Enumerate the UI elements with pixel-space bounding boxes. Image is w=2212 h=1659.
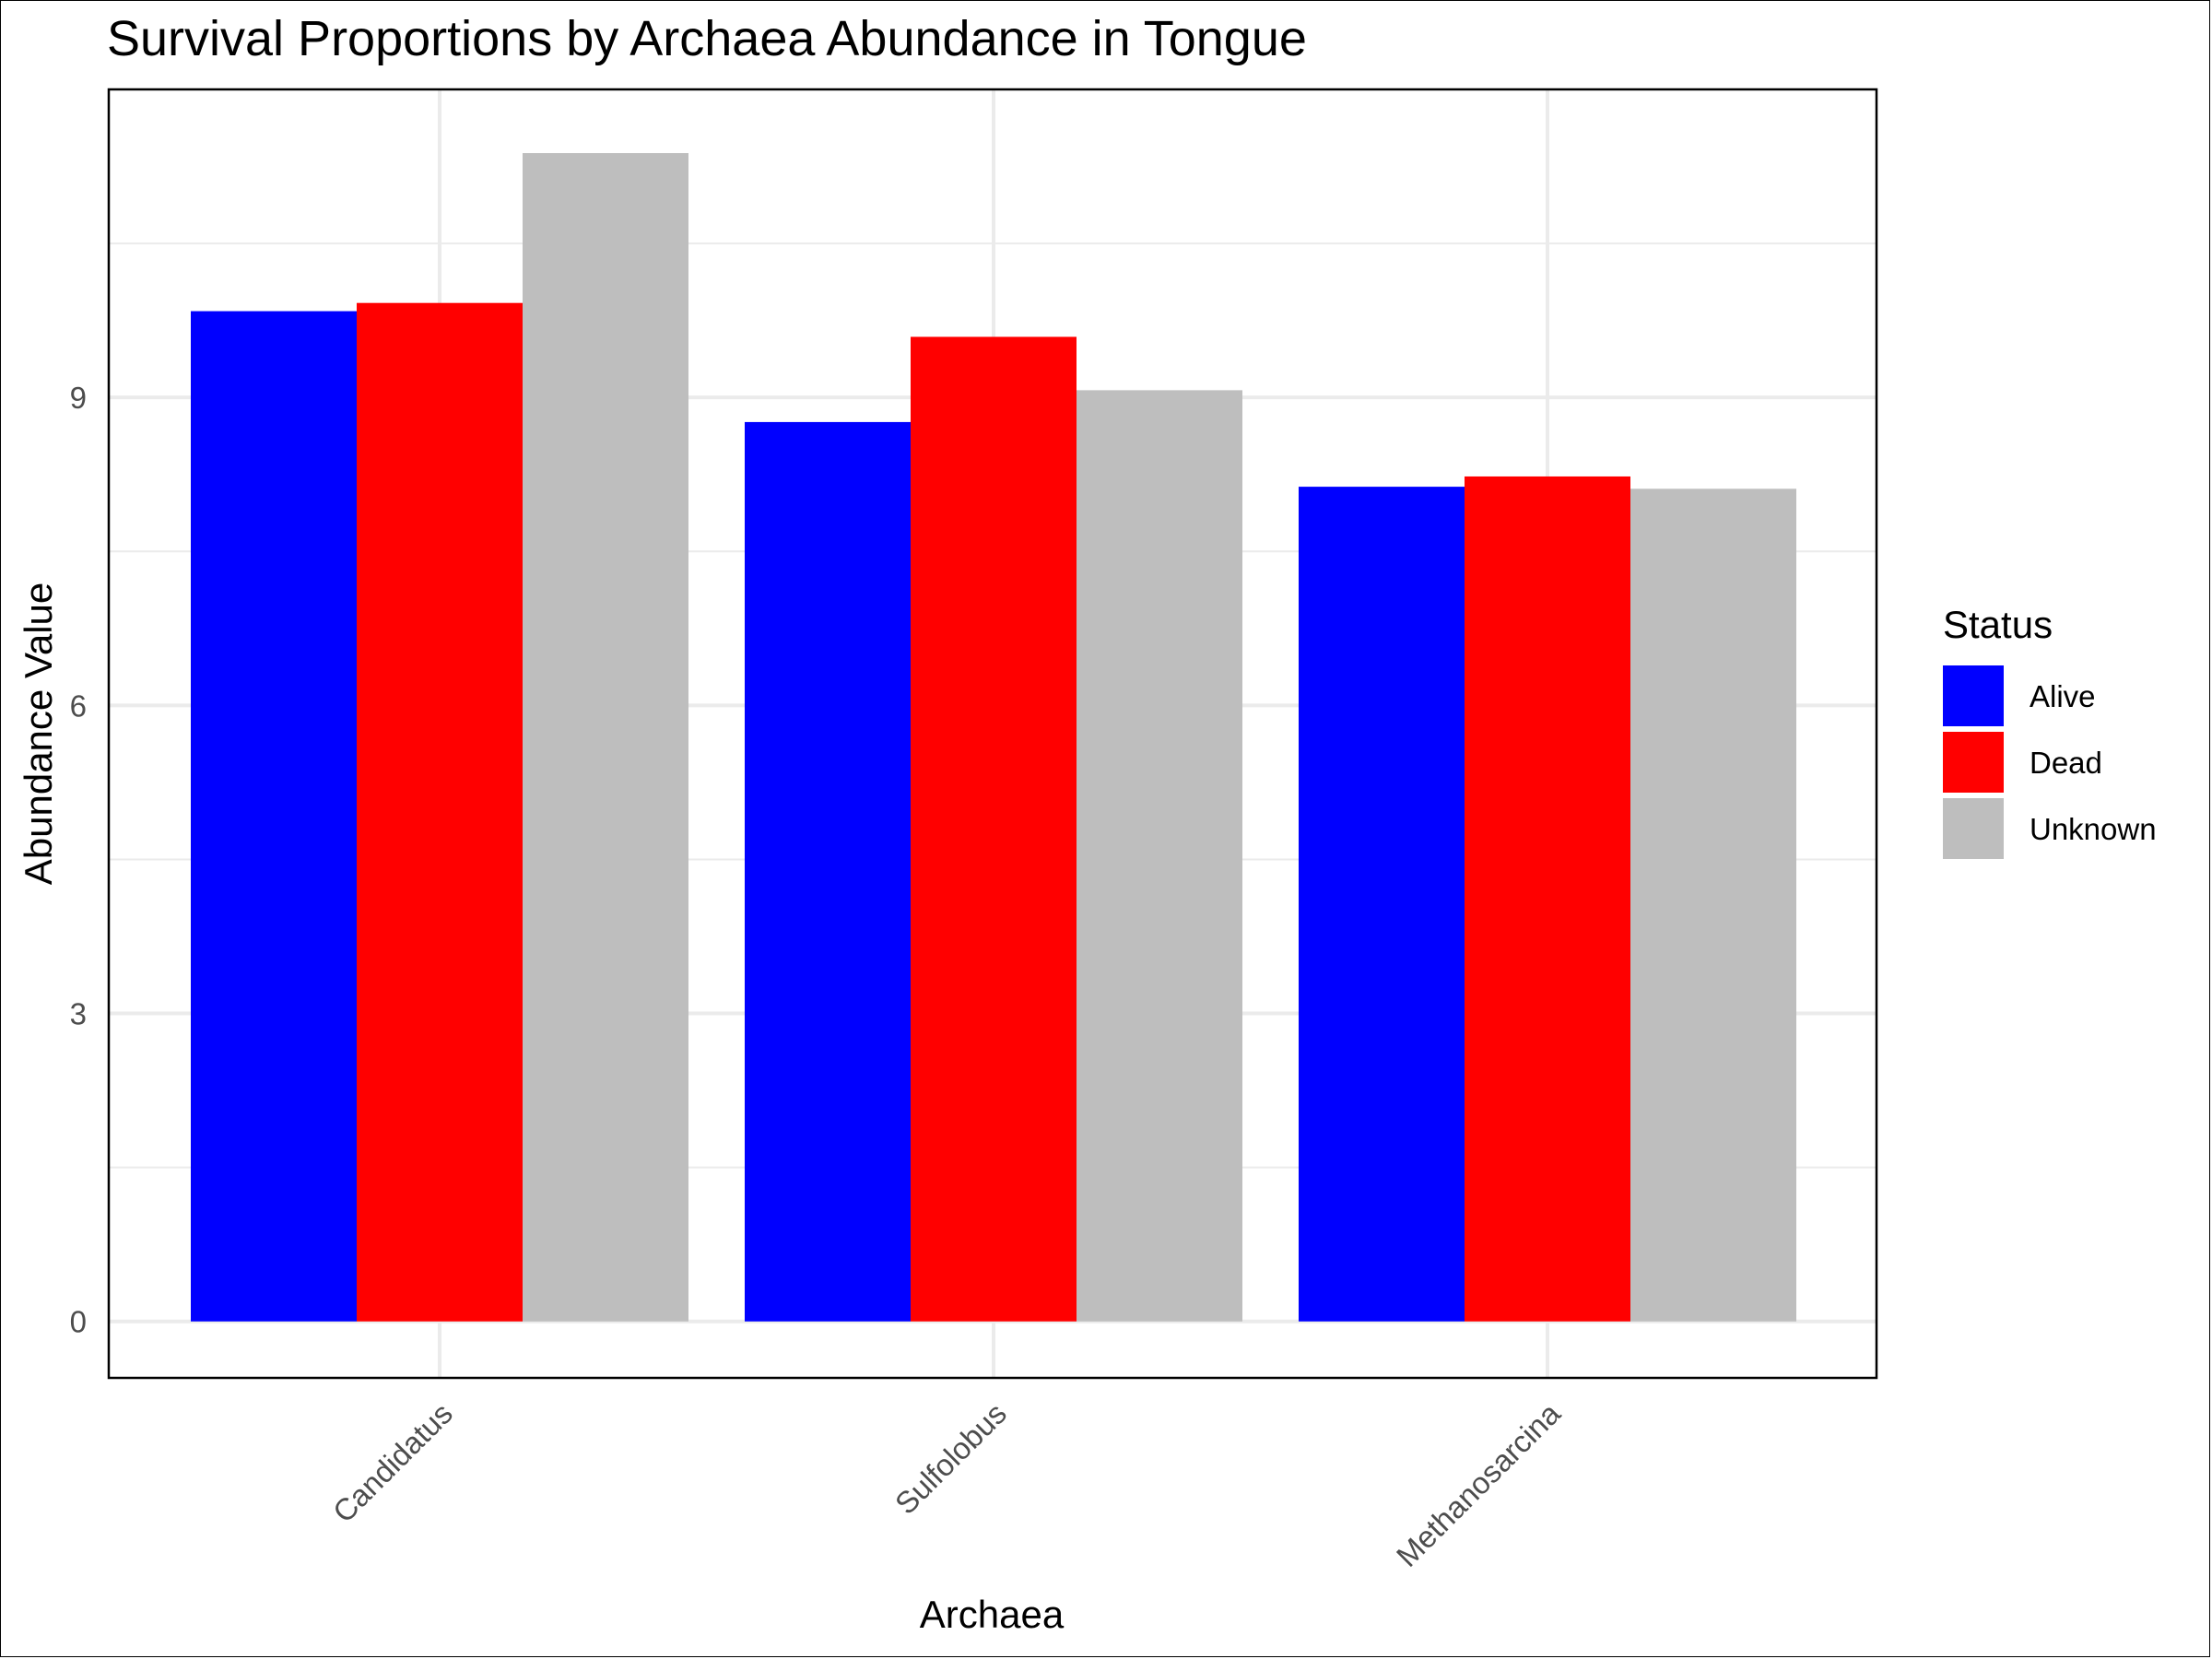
bar-alive-sulfolobus bbox=[745, 421, 911, 1322]
legend-key-unknown bbox=[1943, 798, 2004, 859]
bar-alive-candidatus bbox=[191, 311, 357, 1322]
bar-dead-sulfolobus bbox=[911, 336, 1077, 1322]
legend: Status Alive Dead Unknown bbox=[1943, 603, 2157, 859]
y-tick-label: 6 bbox=[70, 688, 87, 723]
chart-title: Survival Proportions by Archaea Abundanc… bbox=[107, 11, 1307, 66]
legend-label-alive: Alive bbox=[2030, 679, 2096, 713]
plot-border bbox=[107, 88, 1878, 1380]
x-tick-label: Methanosarcina bbox=[1390, 1395, 1568, 1573]
bar-alive-methanosarcina bbox=[1299, 487, 1465, 1322]
legend-title: Status bbox=[1943, 603, 2053, 646]
legend-key-alive bbox=[1943, 665, 2004, 726]
y-tick-label: 9 bbox=[70, 381, 87, 415]
bar-unknown-sulfolobus bbox=[1077, 390, 1242, 1322]
y-axis-title: Abundance Value bbox=[17, 582, 60, 886]
bars bbox=[191, 153, 1796, 1322]
y-tick-label: 0 bbox=[70, 1305, 87, 1339]
x-tick-label: Sulfolobus bbox=[888, 1396, 1013, 1521]
bar-unknown-methanosarcina bbox=[1630, 488, 1796, 1322]
bar-unknown-candidatus bbox=[523, 153, 688, 1322]
x-axis-ticks: Candidatus Sulfolobus Methanosarcina bbox=[326, 1395, 1568, 1573]
x-tick-label: Candidatus bbox=[326, 1396, 459, 1529]
legend-label-dead: Dead bbox=[2030, 746, 2102, 780]
bar-dead-candidatus bbox=[357, 302, 523, 1322]
x-axis-title: Archaea bbox=[920, 1593, 1065, 1636]
y-tick-label: 3 bbox=[70, 997, 87, 1031]
y-axis-ticks: 0 3 6 9 bbox=[70, 381, 87, 1339]
legend-key-dead bbox=[1943, 732, 2004, 793]
bar-dead-methanosarcina bbox=[1465, 476, 1630, 1322]
legend-label-unknown: Unknown bbox=[2030, 812, 2157, 846]
